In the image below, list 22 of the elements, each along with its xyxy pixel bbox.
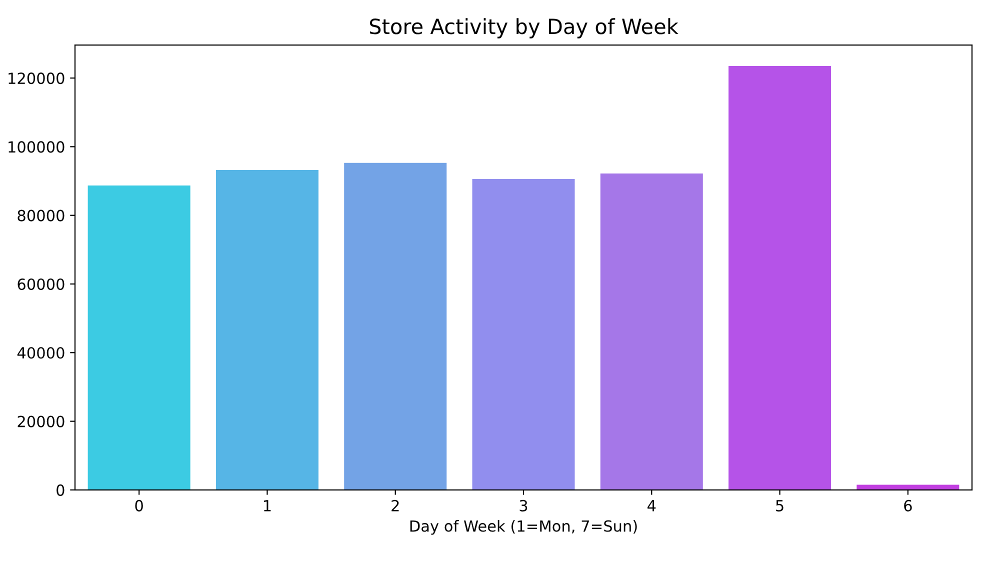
x-tick-label: 5 xyxy=(776,500,784,512)
x-tick-label: 3 xyxy=(520,500,528,512)
bar xyxy=(344,162,447,490)
x-tick-label: 0 xyxy=(135,500,143,512)
y-tick-label: 40000 xyxy=(17,347,64,359)
y-tick-label: 20000 xyxy=(18,416,64,428)
y-tick-label: 100000 xyxy=(8,141,64,153)
y-tick-label: 80000 xyxy=(18,210,64,222)
bar xyxy=(728,66,832,490)
bar xyxy=(216,170,318,490)
x-tick-label: 1 xyxy=(264,500,271,512)
bar xyxy=(600,173,703,490)
bar xyxy=(472,178,575,490)
x-tick-label: 6 xyxy=(904,500,912,512)
x-tick-label: 4 xyxy=(648,500,656,512)
x-tick-label: 2 xyxy=(392,500,399,512)
bar xyxy=(88,185,190,490)
y-tick-label: 60000 xyxy=(18,278,64,290)
chart-title: Store Activity by Day of Week xyxy=(370,18,678,38)
y-tick-label: 120000 xyxy=(8,72,64,84)
x-axis-title: Day of Week (1=Mon, 7=Sun) xyxy=(410,520,637,535)
y-tick-label: 0 xyxy=(56,484,64,496)
